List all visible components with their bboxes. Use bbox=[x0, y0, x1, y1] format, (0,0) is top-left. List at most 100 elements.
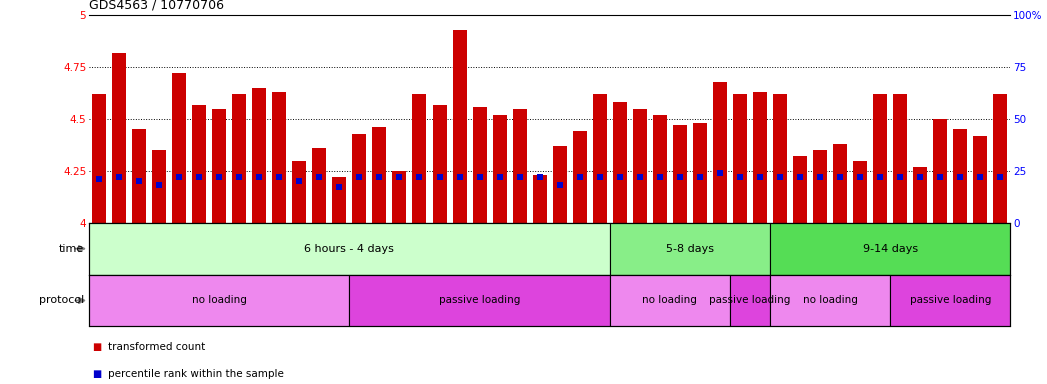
Bar bbox=[814, 150, 827, 223]
Point bbox=[691, 174, 708, 180]
Point bbox=[892, 174, 909, 180]
Point bbox=[811, 174, 828, 180]
Point bbox=[772, 174, 788, 180]
Text: ■: ■ bbox=[92, 369, 102, 379]
Bar bbox=[89, 223, 609, 275]
Text: GDS4563 / 10770706: GDS4563 / 10770706 bbox=[89, 0, 224, 12]
Point bbox=[411, 174, 428, 180]
Point bbox=[552, 182, 569, 189]
Bar bbox=[172, 73, 186, 223]
Bar bbox=[152, 150, 166, 223]
Bar bbox=[432, 104, 446, 223]
Bar bbox=[770, 223, 1010, 275]
Point bbox=[631, 174, 648, 180]
Point bbox=[992, 174, 1008, 180]
Bar bbox=[853, 161, 867, 223]
Bar bbox=[609, 275, 730, 326]
Bar bbox=[413, 94, 426, 223]
Point bbox=[932, 174, 949, 180]
Text: passive loading: passive loading bbox=[910, 295, 990, 306]
Bar bbox=[733, 94, 747, 223]
Bar bbox=[753, 92, 767, 223]
Point bbox=[491, 174, 508, 180]
Point bbox=[572, 174, 588, 180]
Point bbox=[872, 174, 889, 180]
Bar bbox=[773, 94, 787, 223]
Bar bbox=[609, 223, 770, 275]
Point bbox=[592, 174, 608, 180]
Point bbox=[251, 174, 268, 180]
Bar bbox=[89, 275, 350, 326]
Point bbox=[291, 178, 308, 184]
Text: no loading: no loading bbox=[192, 295, 247, 306]
Bar bbox=[472, 107, 487, 223]
Point bbox=[111, 174, 128, 180]
Text: passive loading: passive loading bbox=[439, 295, 520, 306]
Bar bbox=[893, 94, 907, 223]
Point bbox=[171, 174, 187, 180]
Point bbox=[831, 174, 848, 180]
Bar bbox=[612, 103, 627, 223]
Bar bbox=[350, 275, 609, 326]
Point bbox=[210, 174, 227, 180]
Bar bbox=[452, 30, 467, 223]
Point bbox=[351, 174, 367, 180]
Bar bbox=[890, 275, 1010, 326]
Bar bbox=[770, 275, 890, 326]
Point bbox=[311, 174, 328, 180]
Text: transformed count: transformed count bbox=[108, 342, 205, 352]
Bar bbox=[272, 92, 286, 223]
Text: percentile rank within the sample: percentile rank within the sample bbox=[108, 369, 284, 379]
Point bbox=[611, 174, 628, 180]
Point bbox=[732, 174, 749, 180]
Point bbox=[511, 174, 528, 180]
Bar bbox=[492, 115, 507, 223]
Bar bbox=[252, 88, 266, 223]
Bar bbox=[533, 175, 547, 223]
Bar bbox=[913, 167, 928, 223]
Point bbox=[792, 174, 808, 180]
Bar bbox=[112, 53, 126, 223]
Point bbox=[451, 174, 468, 180]
Text: no loading: no loading bbox=[643, 295, 697, 306]
Point bbox=[471, 174, 488, 180]
Point bbox=[151, 182, 168, 189]
Bar bbox=[593, 94, 607, 223]
Point bbox=[230, 174, 247, 180]
Point bbox=[852, 174, 869, 180]
Point bbox=[191, 174, 207, 180]
Bar bbox=[933, 119, 948, 223]
Bar bbox=[833, 144, 847, 223]
Bar bbox=[232, 94, 246, 223]
Bar bbox=[632, 109, 647, 223]
Text: no loading: no loading bbox=[803, 295, 857, 306]
Bar bbox=[92, 94, 106, 223]
Point bbox=[91, 176, 108, 182]
Point bbox=[752, 174, 768, 180]
Point bbox=[271, 174, 288, 180]
Bar bbox=[312, 148, 327, 223]
Point bbox=[131, 178, 148, 184]
Bar bbox=[353, 134, 366, 223]
Bar bbox=[953, 129, 967, 223]
Bar bbox=[713, 82, 727, 223]
Bar bbox=[974, 136, 987, 223]
Bar bbox=[573, 131, 586, 223]
Bar bbox=[213, 109, 226, 223]
Point bbox=[651, 174, 668, 180]
Bar bbox=[553, 146, 566, 223]
Bar bbox=[994, 94, 1007, 223]
Bar bbox=[873, 94, 887, 223]
Text: 9-14 days: 9-14 days bbox=[863, 243, 918, 254]
Bar bbox=[513, 109, 527, 223]
Bar bbox=[292, 161, 307, 223]
Bar bbox=[693, 123, 707, 223]
Bar bbox=[193, 104, 206, 223]
Point bbox=[331, 184, 348, 190]
Bar bbox=[393, 171, 406, 223]
Point bbox=[531, 174, 548, 180]
Point bbox=[671, 174, 688, 180]
Point bbox=[431, 174, 448, 180]
Bar bbox=[332, 177, 347, 223]
Bar bbox=[673, 125, 687, 223]
